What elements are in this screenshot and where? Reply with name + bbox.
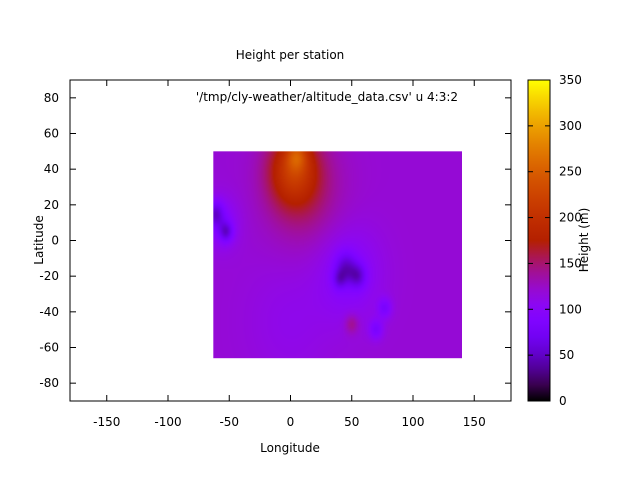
colorbar: [527, 79, 551, 402]
heatmap-layer: [213, 151, 462, 359]
y-tick-label: 0: [51, 234, 59, 248]
x-tick-label: 50: [344, 415, 359, 429]
x-axis-label: Longitude: [260, 441, 320, 455]
x-tick-label: -150: [93, 415, 120, 429]
y-tick-label: -20: [39, 269, 59, 283]
y-tick-label: 40: [44, 162, 59, 176]
heatmap-image: [213, 151, 462, 359]
colorbar-tick-label: 0: [559, 394, 567, 408]
legend-entry: '/tmp/cly-weather/altitude_data.csv' u 4…: [196, 90, 458, 104]
colorbar-ticks: 0 50 100 150 200 250 300 350: [528, 73, 582, 408]
chart-title: Height per station: [236, 48, 345, 62]
x-tick-label: -50: [219, 415, 239, 429]
y-tick-label: -40: [39, 305, 59, 319]
colorbar-tick-label: 50: [559, 348, 574, 362]
colorbar-label: Height (m): [577, 208, 591, 273]
colorbar-tick-label: 350: [559, 73, 582, 87]
x-axis-ticks: -150 -100 -50 0 50 100 150: [93, 80, 486, 429]
x-tick-label: -100: [154, 415, 181, 429]
x-tick-label: 150: [463, 415, 486, 429]
colorbar-tick-label: 100: [559, 302, 582, 316]
colorbar-tick-label: 300: [559, 119, 582, 133]
colorbar-tick-label: 250: [559, 165, 582, 179]
x-tick-label: 0: [287, 415, 295, 429]
y-tick-label: 80: [44, 91, 59, 105]
x-tick-label: 100: [402, 415, 425, 429]
y-axis-label: Latitude: [32, 215, 46, 264]
colorbar-tick-label: 200: [559, 211, 582, 225]
colorbar-tick-label: 150: [559, 256, 582, 270]
y-tick-label: -80: [39, 376, 59, 390]
y-tick-label: 60: [44, 127, 59, 141]
y-tick-label: -60: [39, 341, 59, 355]
y-tick-label: 20: [44, 198, 59, 212]
y-axis-ticks: -80 -60 -40 -20 0 20 40 60 80: [39, 91, 511, 390]
